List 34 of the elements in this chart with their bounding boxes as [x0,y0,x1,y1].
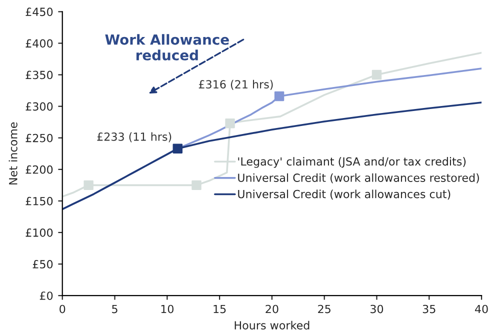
point [372,70,382,80]
x-tick-label: 5 [112,304,118,314]
x-tick-label: 30 [370,304,384,314]
x-tick-label: 0 [60,304,66,314]
x-tick-label: 10 [161,304,174,314]
x-tick-label: 40 [475,304,488,314]
legend-label: Universal Credit (work allowances restored) [238,173,479,184]
y-tick-label: £0 [40,292,53,300]
y-tick-label: £200 [26,165,53,174]
y-tick-label: £350 [26,70,53,80]
point [192,180,202,190]
annotation: £233 (11 hrs) [97,132,172,142]
y-tick-label: £250 [26,134,53,142]
x-tick-label: 25 [318,304,330,314]
y-tick-label: £300 [26,102,53,111]
point [274,91,284,102]
annotation: Work Allowance reduced [105,34,229,60]
y-tick-label: £100 [26,228,53,237]
point [172,144,183,154]
y-tick-label: £150 [26,196,53,206]
legend-label: 'Legacy' claimant (JSA and/or tax credits) [238,157,466,168]
annotation: £316 (21 hrs) [198,80,273,90]
x-tick-label: 35 [422,304,436,314]
y-axis-title: Net income [8,122,18,184]
x-tick-label: 20 [266,304,278,314]
y-tick-label: £50 [32,260,53,268]
line-series [62,102,482,210]
point [84,180,94,190]
point [225,118,235,128]
legend-label: Universal Credit (work allowances cut) [238,190,450,200]
y-tick-label: £400 [26,39,53,48]
y-tick-label: £450 [26,8,53,16]
x-axis-title: Hours worked [234,320,310,330]
x-tick-label: 15 [214,304,226,314]
